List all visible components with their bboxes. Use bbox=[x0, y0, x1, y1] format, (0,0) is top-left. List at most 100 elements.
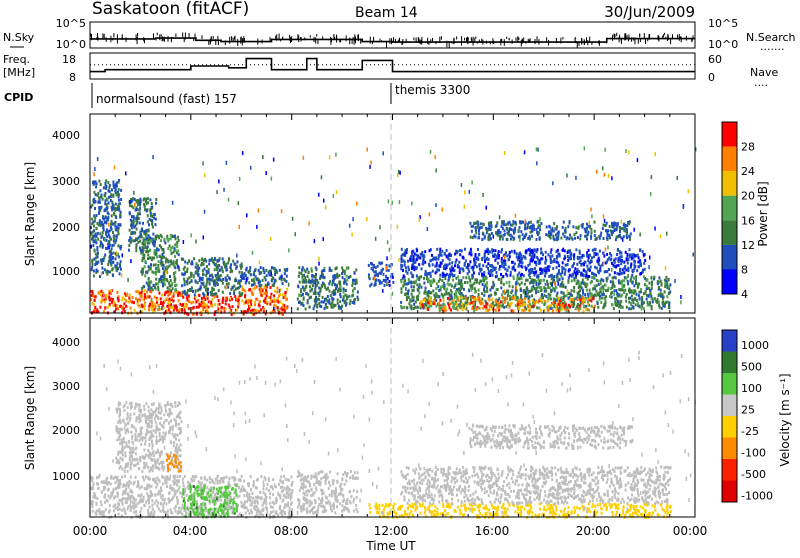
heatmap-cell bbox=[110, 193, 112, 196]
heatmap-cell bbox=[298, 266, 300, 269]
noise-spike bbox=[137, 37, 138, 44]
heatmap-cell bbox=[160, 234, 162, 237]
heatmap-cell bbox=[133, 239, 135, 242]
heatmap-cell bbox=[187, 299, 189, 302]
heatmap-cell bbox=[615, 265, 617, 268]
heatmap-cell bbox=[117, 223, 119, 226]
heatmap-cell bbox=[179, 292, 181, 295]
heatmap-cell bbox=[91, 268, 93, 271]
heatmap-cell bbox=[583, 305, 585, 308]
heatmap-cell bbox=[577, 298, 579, 301]
heatmap-cell bbox=[222, 257, 224, 260]
heatmap-cell bbox=[668, 292, 670, 295]
noise-spike bbox=[275, 36, 276, 40]
heatmap-cell bbox=[408, 302, 410, 305]
heatmap-cell bbox=[166, 259, 168, 262]
heatmap-cell bbox=[172, 235, 174, 238]
heatmap-cell bbox=[285, 291, 287, 294]
heatmap-cell bbox=[221, 268, 223, 271]
heatmap-cell bbox=[176, 259, 178, 262]
heatmap-cell bbox=[216, 282, 218, 285]
heatmap-cell bbox=[641, 307, 643, 310]
heatmap-cell bbox=[111, 252, 113, 255]
noise-spike bbox=[314, 38, 315, 42]
heatmap-cell bbox=[181, 284, 183, 287]
heatmap-cell bbox=[581, 281, 583, 284]
heatmap-cell bbox=[99, 189, 101, 192]
heatmap-cell bbox=[149, 256, 151, 259]
heatmap-cell bbox=[181, 272, 183, 275]
heatmap-cell bbox=[636, 293, 638, 296]
heatmap-cell bbox=[392, 281, 394, 284]
heatmap-cell bbox=[218, 179, 220, 183]
heatmap-cell bbox=[96, 269, 98, 272]
heatmap-cell bbox=[107, 306, 109, 309]
heatmap-cell bbox=[104, 208, 106, 211]
heatmap-cell bbox=[310, 280, 312, 283]
heatmap-cell bbox=[209, 274, 211, 277]
heatmap-cell bbox=[643, 262, 645, 265]
heatmap-cell bbox=[260, 294, 262, 297]
heatmap-cell bbox=[331, 283, 333, 286]
heatmap-cell bbox=[591, 231, 593, 234]
heatmap-cell bbox=[483, 288, 485, 291]
noise-spike bbox=[677, 34, 678, 37]
heatmap-cell bbox=[606, 222, 608, 225]
heatmap-cell bbox=[190, 272, 192, 275]
heatmap-cell bbox=[510, 223, 512, 226]
heatmap-cell bbox=[219, 303, 221, 306]
heatmap-cell bbox=[142, 222, 144, 225]
heatmap-cell bbox=[468, 289, 470, 292]
heatmap-cell bbox=[455, 261, 457, 264]
heatmap-cell bbox=[532, 224, 534, 227]
heatmap-cell bbox=[643, 253, 645, 256]
heatmap-cell bbox=[632, 301, 634, 304]
heatmap-cell bbox=[383, 273, 385, 276]
heatmap-cell bbox=[118, 203, 120, 206]
heatmap-cell bbox=[144, 208, 146, 211]
heatmap-cell bbox=[220, 274, 222, 277]
heatmap-cell bbox=[108, 212, 110, 215]
heatmap-cell bbox=[320, 305, 322, 308]
heatmap-cell bbox=[344, 301, 346, 304]
noise-spike bbox=[535, 39, 536, 44]
heatmap-cell bbox=[246, 278, 248, 282]
noise-spike bbox=[586, 37, 587, 43]
heatmap-cell bbox=[147, 238, 149, 241]
heatmap-cell bbox=[447, 297, 449, 300]
heatmap-cell bbox=[580, 234, 582, 237]
heatmap-cell bbox=[110, 289, 112, 292]
heatmap-cell bbox=[370, 262, 372, 265]
heatmap-cell bbox=[304, 289, 306, 292]
heatmap-cell bbox=[545, 295, 547, 298]
heatmap-cell bbox=[628, 258, 630, 261]
noise-spike bbox=[418, 37, 419, 41]
heatmap-cell bbox=[538, 283, 540, 286]
beam-title: Beam 14 bbox=[355, 5, 418, 21]
heatmap-cell bbox=[500, 273, 502, 276]
heatmap-cell bbox=[238, 201, 240, 205]
heatmap-cell bbox=[492, 301, 494, 304]
heatmap-cell bbox=[536, 231, 538, 234]
heatmap-cell bbox=[314, 239, 316, 243]
heatmap-cell bbox=[579, 237, 581, 240]
heatmap-cell bbox=[514, 250, 516, 253]
heatmap-cell bbox=[281, 209, 283, 213]
heatmap-cell bbox=[178, 299, 180, 302]
heatmap-cell bbox=[398, 170, 400, 174]
heatmap-cell bbox=[115, 257, 117, 260]
heatmap-cell bbox=[242, 277, 244, 280]
heatmap-cell bbox=[295, 232, 297, 236]
heatmap-cell bbox=[500, 251, 502, 254]
heatmap-cell bbox=[143, 198, 145, 201]
heatmap-cell bbox=[401, 248, 403, 251]
heatmap-cell bbox=[109, 184, 111, 187]
heatmap-cell bbox=[239, 271, 241, 274]
heatmap-cell bbox=[130, 299, 132, 303]
heatmap-cell bbox=[92, 236, 94, 239]
heatmap-cell bbox=[532, 299, 534, 302]
heatmap-cell bbox=[579, 289, 581, 292]
heatmap-cell bbox=[119, 272, 121, 275]
heatmap-cell bbox=[629, 253, 631, 256]
heatmap-cell bbox=[177, 294, 179, 297]
